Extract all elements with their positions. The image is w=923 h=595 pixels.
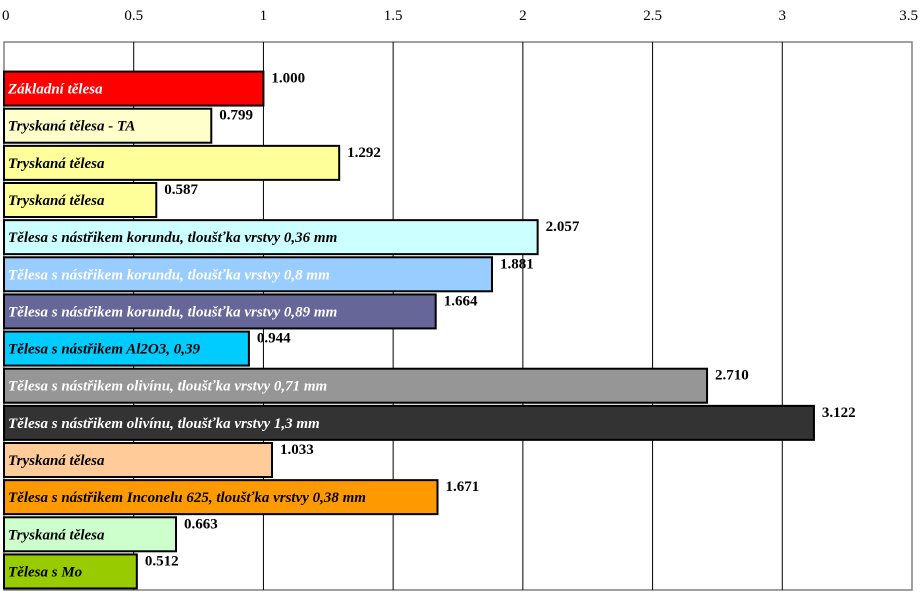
x-tick-label: 1 (260, 8, 268, 24)
bar-category-label: Tělesa s Mo (8, 564, 82, 580)
bar (3, 256, 493, 293)
bar (3, 404, 815, 441)
bar-category-label: Tryskaná tělesa (8, 453, 105, 469)
bar-labels: Základní tělesa Tryskaná tělesa - TA Trysk… (7, 82, 366, 581)
x-tick-label: 3.5 (899, 8, 918, 24)
bars (3, 70, 815, 590)
bar-value-label: 1.671 (446, 479, 480, 495)
bar-category-label: Tryskaná tělesa (8, 156, 105, 172)
x-tick-label: 0.5 (124, 8, 143, 24)
bar-category-label: Tryskaná tělesa (8, 527, 105, 543)
bar (3, 144, 341, 181)
bar-value-label: 0.587 (164, 182, 198, 198)
bar-value-label: 3.122 (822, 405, 856, 421)
bar-category-label: Základní tělesa (7, 82, 103, 98)
bar-category-label: Tělesa s nástřikem korundu, tloušťka vrs… (8, 304, 337, 320)
x-tick-label: 3 (779, 8, 787, 24)
value-labels: 1.000 0.799 1.292 0.587 2.057 1.881 1.664 0.944… (145, 71, 856, 570)
bar (3, 553, 138, 590)
bar-value-label: 1.881 (500, 256, 534, 272)
x-tick-label: 2.5 (643, 8, 662, 24)
bar (3, 330, 250, 367)
bar-value-label: 1.000 (271, 71, 305, 87)
bar (3, 70, 265, 107)
bar-value-label: 1.033 (280, 442, 314, 458)
x-tick-label: 2 (519, 8, 527, 24)
bar (3, 442, 273, 478)
bar-value-label: 2.057 (546, 219, 580, 235)
bar-category-label: Tělesa s nástřikem Al2O3, 0,39 (8, 342, 200, 358)
bar-value-label: 0.512 (145, 553, 179, 569)
bar (3, 479, 439, 516)
bar-category-label: Tělesa s nástřikem korundu, tloušťka vrs… (8, 267, 330, 283)
bar-value-label: 0.799 (219, 108, 253, 124)
bar-value-label: 0.944 (257, 331, 291, 347)
bar-category-label: Tryskaná tělesa (8, 193, 105, 209)
bar-category-label: Tělesa s nástřikem korundu, tloušťka vrs… (8, 230, 337, 246)
x-axis-tick-labels: 0 0.5 1 1.5 2 2.5 3 3.5 (2, 8, 918, 24)
bar-value-label: 1.292 (347, 145, 381, 161)
bar-value-label: 1.664 (444, 293, 478, 309)
bar-category-label: Tryskaná tělesa - TA (8, 119, 135, 135)
bar-value-label: 2.710 (715, 368, 749, 384)
bar-value-label: 0.663 (184, 516, 218, 532)
x-tick-label: 1.5 (384, 8, 403, 24)
bar (3, 367, 709, 404)
x-tick-label: 0 (2, 8, 10, 24)
bar (3, 107, 213, 144)
bar (3, 219, 539, 256)
bar (3, 182, 158, 218)
bar (3, 293, 437, 330)
bar (3, 516, 178, 553)
bar-category-label: Tělesa s nástřikem Inconelu 625, tloušťk… (8, 490, 366, 506)
bar-category-label: Tělesa s nástřikem olivínu, tloušťka vrs… (8, 416, 320, 432)
bar-category-label: Tělesa s nástřikem olivínu, tloušťka vrs… (8, 379, 327, 395)
